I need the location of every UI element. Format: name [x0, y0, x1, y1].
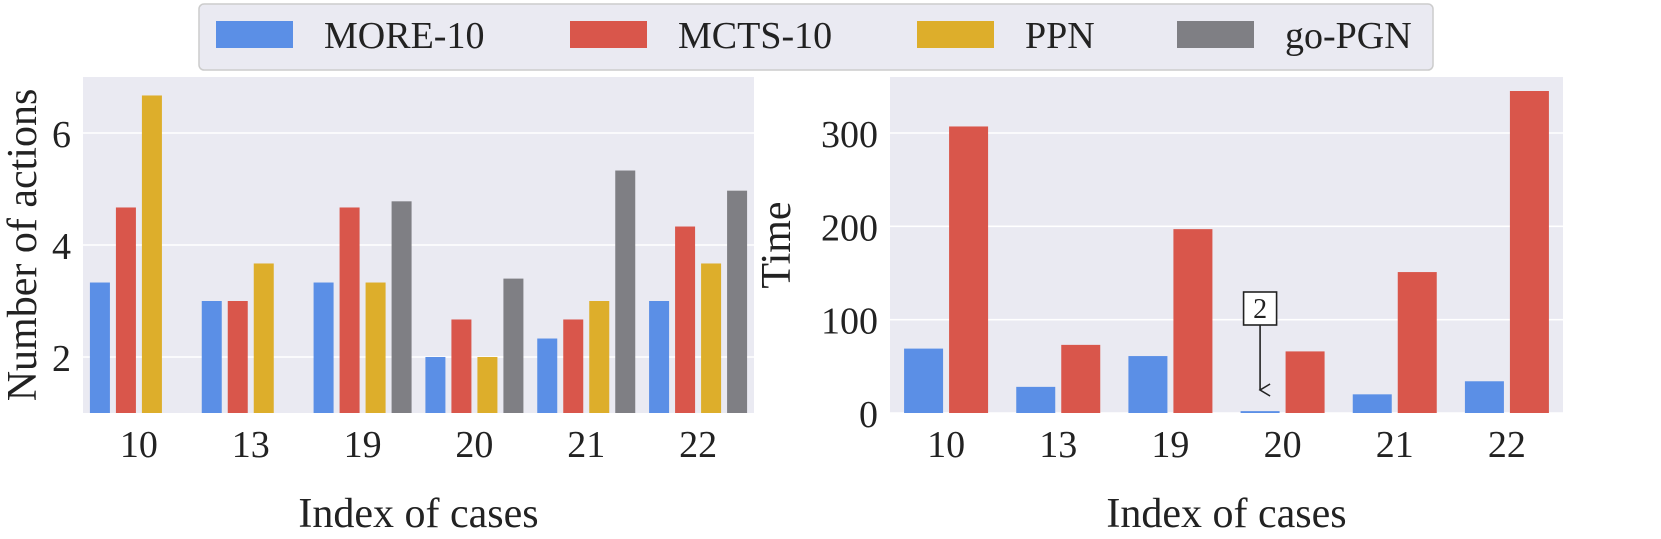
- bar-more-10-22: [649, 301, 670, 413]
- x-tick-label: 22: [1488, 424, 1526, 466]
- legend-swatch-mcts-10: [570, 21, 647, 48]
- x-tick-label: 19: [344, 424, 382, 466]
- bar-more-10-19: [1128, 356, 1168, 413]
- legend: MORE-10 MCTS-10 PPN go-PGN: [198, 3, 1434, 71]
- bar-mcts-10-21: [563, 319, 584, 413]
- bar-ppn-19: [365, 282, 386, 413]
- x-tick-label: 20: [1264, 424, 1302, 466]
- legend-swatch-go-pgn: [1177, 21, 1254, 48]
- x-tick-label: 13: [232, 424, 270, 466]
- left-chart: 2 4 6 10 13 19 20 21 22 Index of cases Number of a…: [0, 77, 754, 537]
- annotation-label: 2: [1253, 294, 1267, 325]
- right-chart: 0 100 200 300 10 13 19 20 21 22 Index of cases Time…: [754, 77, 1563, 537]
- legend-label-more-10: MORE-10: [324, 15, 484, 57]
- legend-swatch-more-10: [216, 21, 293, 48]
- bar-go-pgn-21: [615, 170, 636, 413]
- x-tick-label: 10: [120, 424, 158, 466]
- bar-mcts-10-10: [949, 126, 989, 413]
- legend-box: [198, 3, 1434, 71]
- bar-ppn-13: [253, 263, 274, 413]
- bar-mcts-10-22: [675, 226, 696, 413]
- legend-label-go-pgn: go-PGN: [1285, 15, 1412, 57]
- bar-mcts-10-10: [115, 207, 136, 413]
- x-tick-label: 20: [455, 424, 493, 466]
- bar-more-10-21: [1352, 394, 1392, 413]
- y-tick-label: 0: [859, 394, 878, 436]
- bar-mcts-10-21: [1397, 272, 1437, 413]
- legend-label-mcts-10: MCTS-10: [678, 15, 832, 57]
- bar-more-10-13: [201, 301, 222, 413]
- y-tick-label: 300: [821, 114, 878, 156]
- bar-more-10-20: [1240, 411, 1280, 413]
- bar-ppn-21: [589, 301, 610, 413]
- y-axis-label: Time: [754, 201, 800, 288]
- bar-go-pgn-22: [727, 190, 748, 413]
- y-tick-label: 200: [821, 207, 878, 249]
- x-tick-label: 21: [1376, 424, 1414, 466]
- bar-more-10-10: [904, 348, 944, 413]
- y-axis-label: Number of actions: [0, 89, 46, 402]
- bar-mcts-10-13: [227, 301, 248, 413]
- bar-more-10-21: [537, 338, 558, 413]
- x-axis-label: Index of cases: [1106, 491, 1346, 534]
- x-tick-label: 13: [1039, 424, 1077, 466]
- bar-ppn-10: [141, 95, 162, 413]
- bar-ppn-20: [477, 357, 498, 413]
- bar-more-10-22: [1464, 381, 1504, 413]
- x-tick-label: 21: [567, 424, 605, 466]
- bar-more-10-10: [89, 282, 110, 413]
- bar-more-10-19: [313, 282, 334, 413]
- bar-mcts-10-22: [1509, 91, 1549, 413]
- bar-more-10-20: [425, 357, 446, 413]
- y-tick-label: 2: [52, 338, 71, 380]
- x-tick-label: 10: [927, 424, 965, 466]
- legend-swatch-ppn: [917, 21, 994, 48]
- y-tick-label: 6: [52, 114, 71, 156]
- bar-mcts-10-20: [451, 319, 472, 413]
- bar-more-10-13: [1016, 386, 1056, 413]
- plot-area: [890, 77, 1563, 413]
- legend-label-ppn: PPN: [1025, 15, 1095, 57]
- bar-ppn-22: [701, 263, 722, 413]
- bar-mcts-10-13: [1061, 344, 1101, 413]
- x-tick-label: 19: [1151, 424, 1189, 466]
- bar-go-pgn-19: [391, 201, 412, 413]
- y-tick-label: 100: [821, 301, 878, 343]
- x-tick-label: 22: [679, 424, 717, 466]
- bar-go-pgn-20: [503, 278, 524, 413]
- annotation-box: [1242, 291, 1278, 326]
- y-tick-label: 4: [52, 226, 71, 268]
- bar-mcts-10-19: [1173, 229, 1213, 413]
- bar-mcts-10-20: [1285, 351, 1325, 413]
- bar-mcts-10-19: [339, 207, 360, 413]
- x-axis-label: Index of cases: [298, 491, 538, 534]
